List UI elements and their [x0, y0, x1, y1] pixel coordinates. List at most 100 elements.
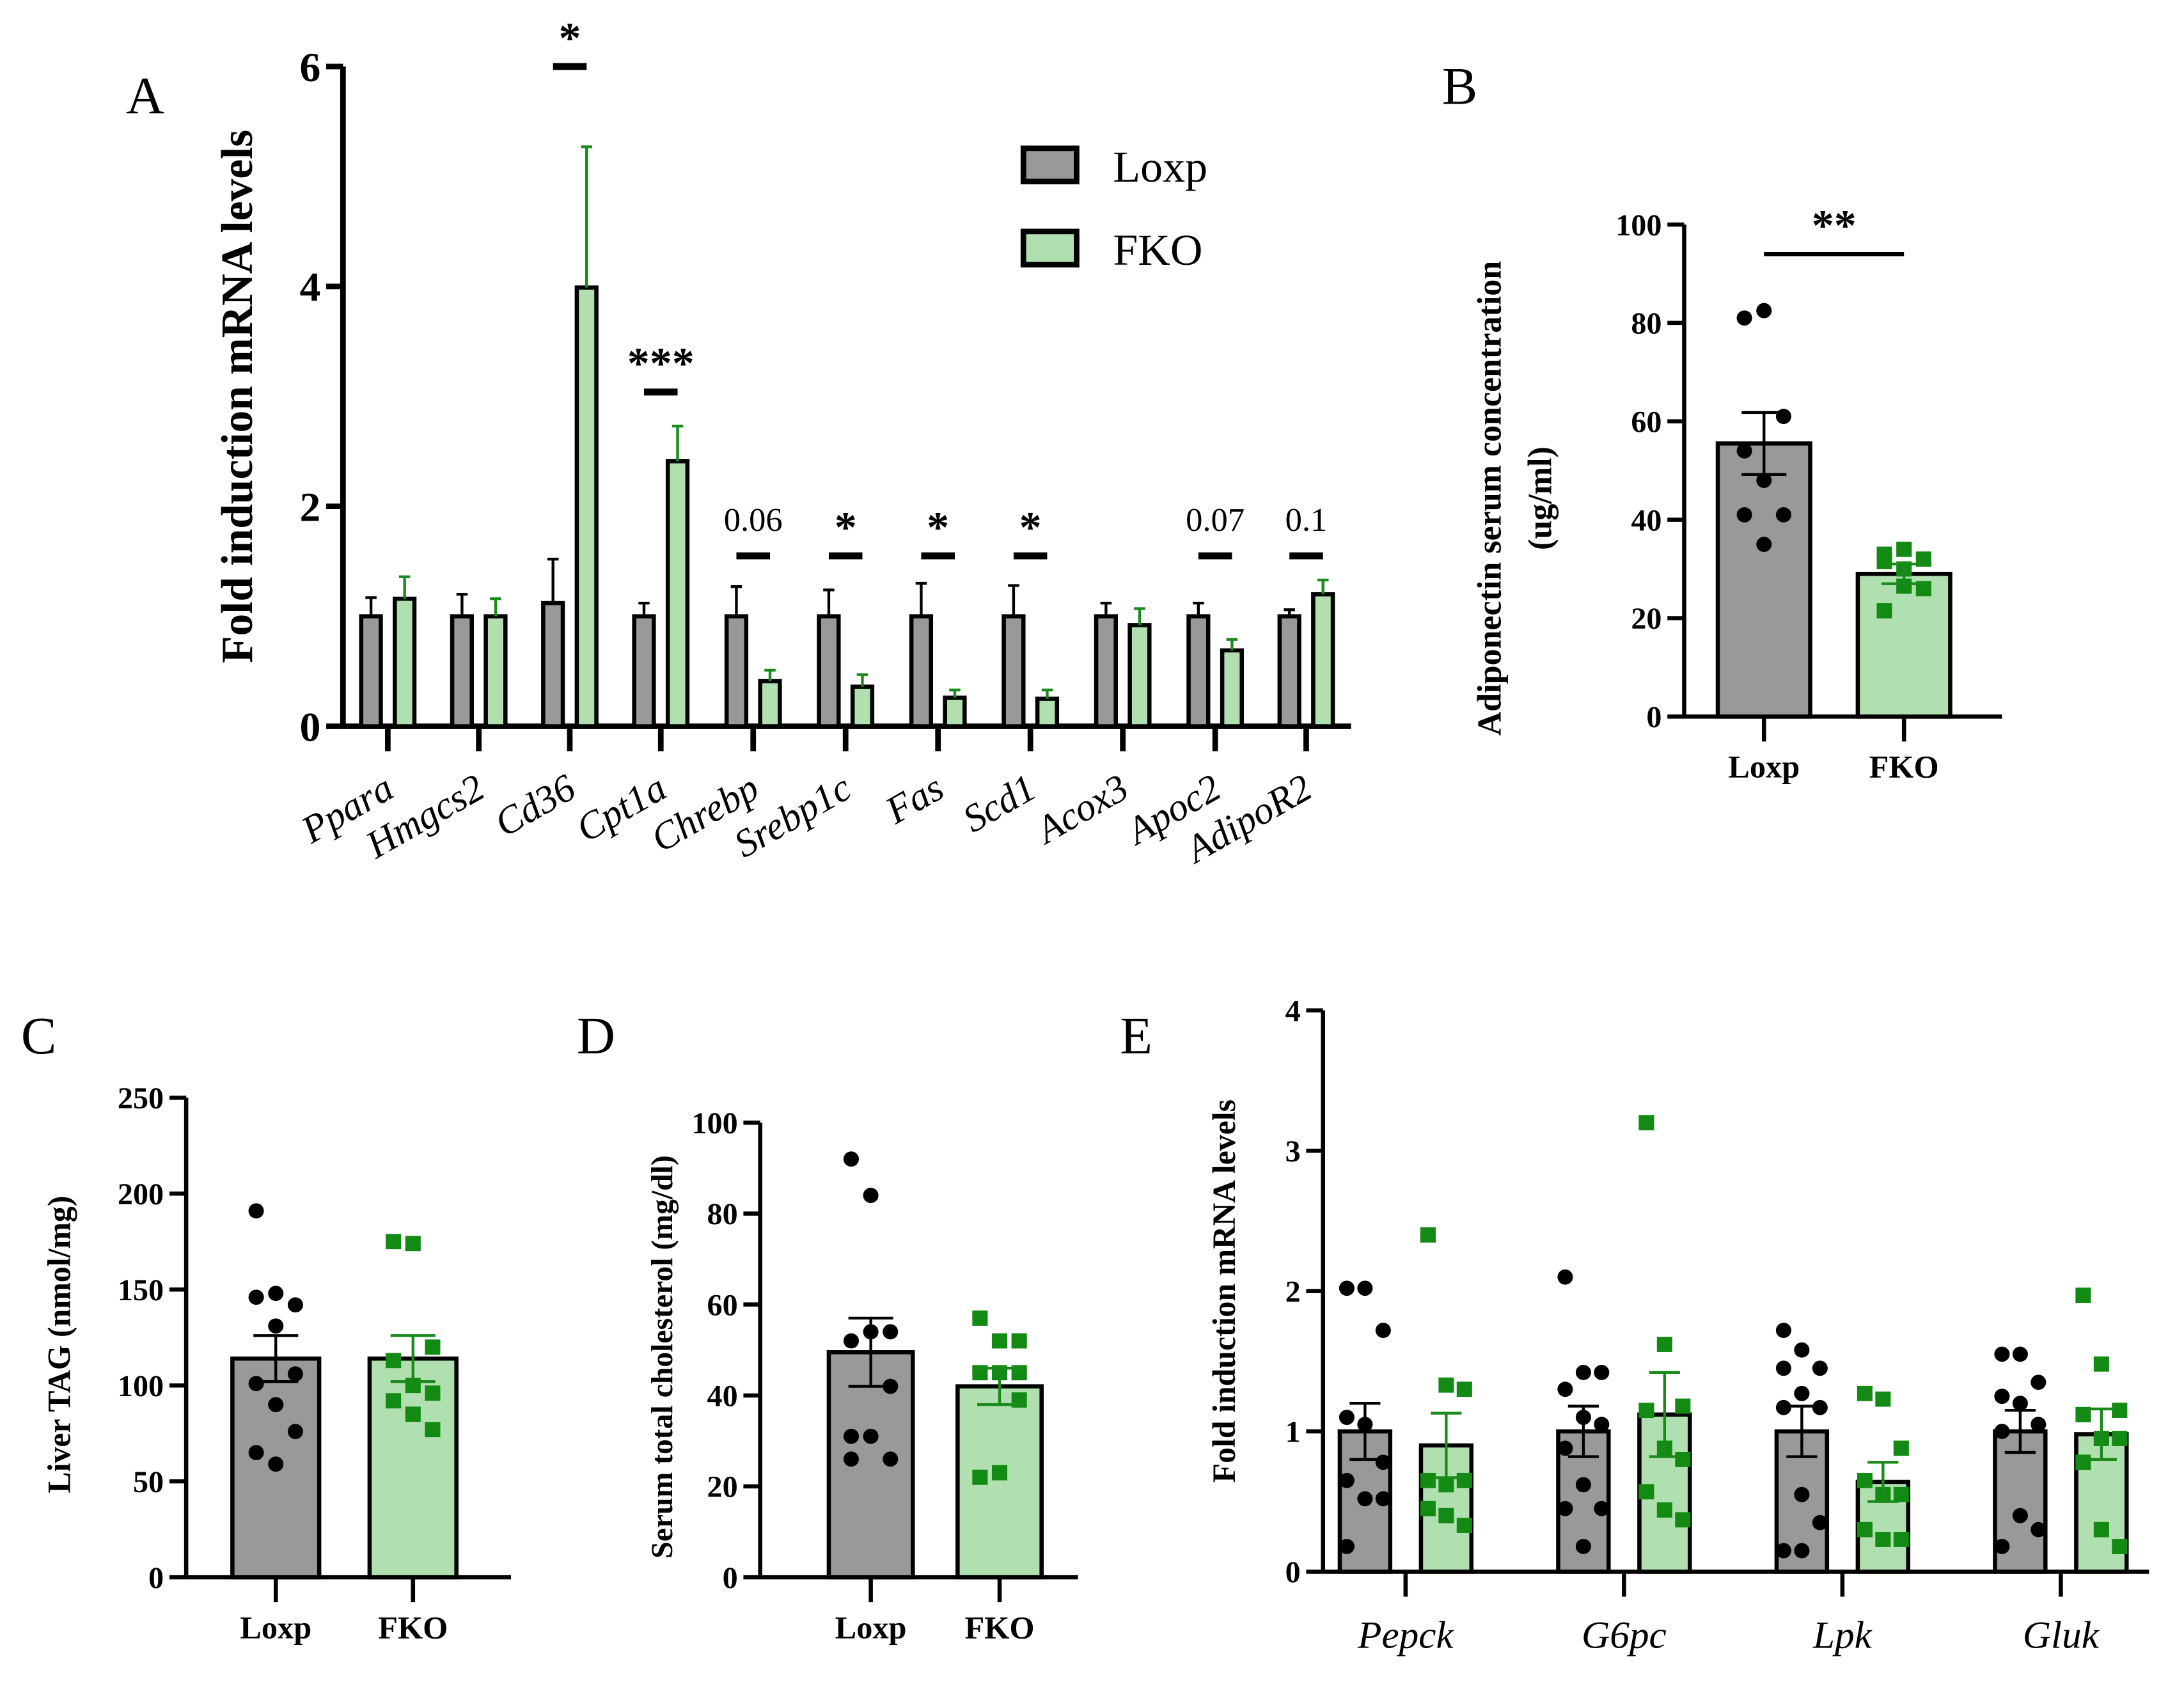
loxp-point [1812, 1360, 1828, 1376]
loxp-point [2012, 1396, 2028, 1412]
loxp-point [268, 1397, 284, 1413]
loxp-point [1575, 1477, 1591, 1493]
loxp-point [1557, 1440, 1573, 1456]
y-tick-label: 1 [1285, 1415, 1301, 1449]
x-tick-label: Loxp [1728, 749, 1800, 785]
loxp-point [1375, 1323, 1391, 1338]
fko-point [1893, 1532, 1909, 1547]
loxp-point [1575, 1364, 1591, 1380]
panel-letter: E [1120, 1006, 1152, 1065]
y-tick-label: 2 [299, 485, 320, 531]
fko-point [1456, 1518, 1472, 1533]
fko-point [1896, 541, 1912, 557]
fko-point [405, 1406, 421, 1422]
fko-point [1420, 1500, 1436, 1516]
fko-point [1420, 1472, 1436, 1488]
fko-point [1675, 1398, 1691, 1414]
significance-label: *** [627, 340, 695, 389]
loxp-point [2031, 1417, 2047, 1432]
x-tick-label: G6pc [1582, 1614, 1667, 1657]
y-axis-label: Liver TAG (nmol/mg) [41, 1196, 77, 1493]
loxp-point [1756, 473, 1772, 489]
loxp-point [843, 1333, 860, 1349]
fko-point [425, 1339, 441, 1355]
loxp-point [1557, 1381, 1573, 1397]
y-axis: 0 1 2 3 4 [1285, 995, 1325, 1589]
y-tick-label: 0 [1646, 700, 1662, 734]
loxp-point [1375, 1454, 1391, 1470]
loxp-point [1994, 1539, 2010, 1554]
fko-point [1438, 1377, 1454, 1393]
y-axis-label: (ug/ml) [1521, 446, 1559, 550]
panel-letter: C [21, 1006, 56, 1065]
fko-point [1857, 1472, 1873, 1488]
x-tick-label: Loxp [835, 1610, 907, 1646]
fko-point [386, 1393, 402, 1409]
loxp-point [1594, 1500, 1610, 1516]
y-tick-label: 60 [707, 1289, 738, 1323]
fko-bar [758, 679, 782, 728]
legend: Loxp FKO [1020, 143, 1207, 275]
fko-bar [1220, 648, 1245, 728]
fko-point [1675, 1512, 1691, 1528]
y-axis: 0 20 40 60 80 100 [691, 1106, 762, 1595]
panel-e: E 0 1 2 3 4 Fold induction mRNA levels Pepck G6p… [1120, 995, 2149, 1657]
legend-label: Loxp [1113, 143, 1207, 192]
loxp-point [1775, 1399, 1791, 1415]
x-tick-label: Fas [878, 766, 951, 833]
panel-c: C 0 50 100 150 200 250 Liver TAG (nmol/mg) Loxp F… [21, 1006, 512, 1646]
loxp-bar [632, 614, 656, 728]
y-tick-label: 0 [1285, 1555, 1301, 1589]
y-tick-label: 0 [723, 1561, 738, 1595]
fko-point [1456, 1472, 1472, 1488]
loxp-point [1557, 1500, 1573, 1516]
x-tick-label: FKO [378, 1610, 448, 1646]
loxp-bar [359, 614, 383, 728]
x-tick-label: Lpk [1812, 1614, 1873, 1657]
fko-point [1638, 1403, 1654, 1419]
loxp-bar [1715, 441, 1812, 719]
loxp-point [2031, 1374, 2047, 1390]
panel-letter: B [1442, 57, 1477, 116]
y-tick-label: 60 [1631, 405, 1662, 439]
loxp-point [2012, 1346, 2028, 1362]
significance-label: 0.06 [724, 501, 783, 539]
loxp-point [1794, 1543, 1810, 1559]
significance-label: * [558, 14, 581, 63]
fko-bar [1855, 572, 1952, 719]
loxp-point [1357, 1491, 1373, 1507]
y-axis-label: Adiponectin serum concentration [1471, 261, 1508, 736]
loxp-point [248, 1445, 264, 1461]
significance-label: ** [1812, 201, 1857, 251]
y-tick-label: 0 [299, 705, 320, 751]
significance-label: 0.07 [1186, 501, 1245, 539]
fko-point [386, 1234, 402, 1250]
y-tick-label: 40 [1631, 504, 1662, 538]
y-tick-label: 200 [118, 1177, 164, 1211]
loxp-point [1557, 1269, 1573, 1285]
y-axis-label: Fold induction mRNA levels [1206, 1099, 1242, 1483]
loxp-bar [1186, 614, 1211, 728]
loxp-point [883, 1324, 899, 1340]
y-tick-label: 100 [1615, 209, 1662, 242]
x-tick-label: Cd36 [487, 766, 583, 846]
y-tick-label: 6 [299, 45, 320, 91]
fko-point [1438, 1477, 1454, 1493]
loxp-point [843, 1451, 860, 1467]
y-tick-label: 20 [1631, 602, 1662, 636]
fko-point [2075, 1287, 2091, 1303]
loxp-bar [724, 614, 749, 728]
loxp-point [1339, 1539, 1355, 1554]
x-tick-label: Scd1 [956, 766, 1044, 841]
fko-point [1456, 1381, 1472, 1397]
fko-point [1656, 1337, 1672, 1352]
fko-bar [1127, 623, 1152, 728]
fko-bar [574, 285, 599, 728]
significance-label: * [835, 503, 857, 553]
fko-point [1857, 1522, 1873, 1538]
loxp-point [883, 1451, 899, 1467]
y-tick-label: 100 [118, 1369, 164, 1403]
fko-bar [850, 684, 875, 728]
loxp-point [287, 1424, 303, 1440]
